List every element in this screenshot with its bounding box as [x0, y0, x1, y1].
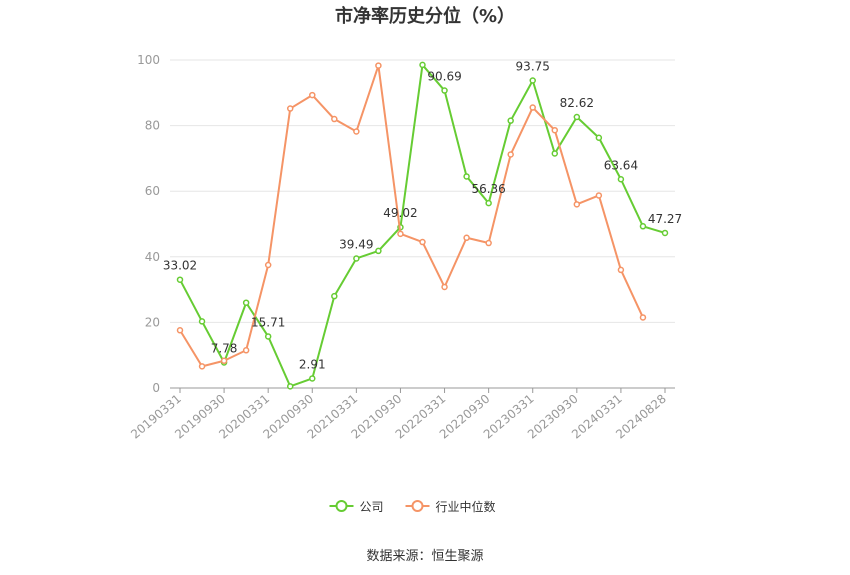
data-point	[198, 318, 206, 325]
data-point	[176, 276, 184, 283]
data-point	[485, 199, 492, 207]
y-tick-label: 60	[145, 184, 160, 198]
chart-title: 市净率历史分位（%）	[334, 6, 516, 27]
data-point	[507, 117, 514, 124]
legend-marker-0	[335, 500, 348, 512]
data-point	[595, 134, 603, 141]
data-labels: 33.02 7.78 15.71 2.91 39.49 49.02 90.69 56.36 93…	[163, 60, 682, 372]
data-point	[286, 383, 294, 390]
data-point	[309, 91, 316, 99]
data-point	[331, 292, 338, 300]
y-tick-label: 20	[145, 315, 160, 329]
data-point	[242, 347, 250, 354]
data-point	[397, 230, 404, 238]
data-point	[661, 229, 669, 237]
data-label: 82.62	[560, 96, 594, 110]
data-point	[573, 201, 581, 208]
data-point	[529, 77, 536, 84]
data-label: 49.02	[383, 206, 417, 220]
y-tick-label: 100	[137, 53, 160, 67]
series-line-0	[179, 63, 666, 388]
data-label: 93.75	[516, 60, 550, 74]
data-label: 47.27	[648, 212, 682, 226]
data-point	[353, 128, 360, 135]
data-point	[242, 299, 250, 306]
data-point	[331, 115, 338, 123]
legend-label-0: 公司	[360, 500, 384, 514]
data-point	[264, 333, 272, 340]
data-point	[441, 87, 448, 94]
y-tick-label: 80	[145, 119, 160, 133]
data-point	[639, 314, 647, 321]
data-point	[639, 223, 647, 230]
data-point	[463, 234, 470, 242]
axes: 0204060801002019033120190930202003312020…	[128, 53, 675, 442]
data-label: 63.64	[604, 158, 638, 172]
data-point	[176, 327, 184, 334]
legend-marker-1	[411, 500, 424, 512]
series-lines	[176, 61, 669, 390]
legend: 公司 行业中位数	[329, 499, 496, 514]
data-point	[375, 247, 382, 255]
y-tick-label: 0	[152, 381, 160, 395]
data-point	[419, 238, 426, 246]
data-label: 2.91	[299, 357, 326, 371]
data-point	[551, 126, 559, 134]
data-point	[441, 283, 448, 291]
data-point	[309, 375, 316, 382]
data-label: 90.69	[427, 70, 461, 84]
data-point	[485, 239, 492, 247]
legend-label-1: 行业中位数	[436, 499, 496, 514]
data-point	[529, 104, 536, 111]
data-point	[264, 261, 272, 269]
data-point	[375, 62, 382, 69]
data-label: 15.71	[251, 315, 285, 329]
data-point	[573, 113, 581, 121]
y-tick-label: 40	[145, 250, 160, 264]
data-point	[507, 151, 514, 158]
data-point	[463, 173, 470, 180]
data-point	[551, 150, 559, 157]
data-point	[198, 363, 206, 370]
data-label: 56.36	[471, 182, 505, 196]
data-point	[617, 266, 625, 274]
data-label: 7.78	[211, 341, 238, 355]
data-label: 33.02	[163, 259, 197, 273]
data-point	[220, 357, 228, 365]
grid-lines	[170, 59, 675, 323]
data-label: 39.49	[339, 237, 373, 251]
data-point	[617, 176, 625, 183]
data-point	[353, 255, 360, 262]
source-note: 数据来源：恒生聚源	[366, 549, 484, 564]
data-point	[286, 105, 294, 112]
series-line-1	[179, 64, 644, 368]
data-point	[419, 61, 426, 69]
data-point	[595, 192, 603, 199]
